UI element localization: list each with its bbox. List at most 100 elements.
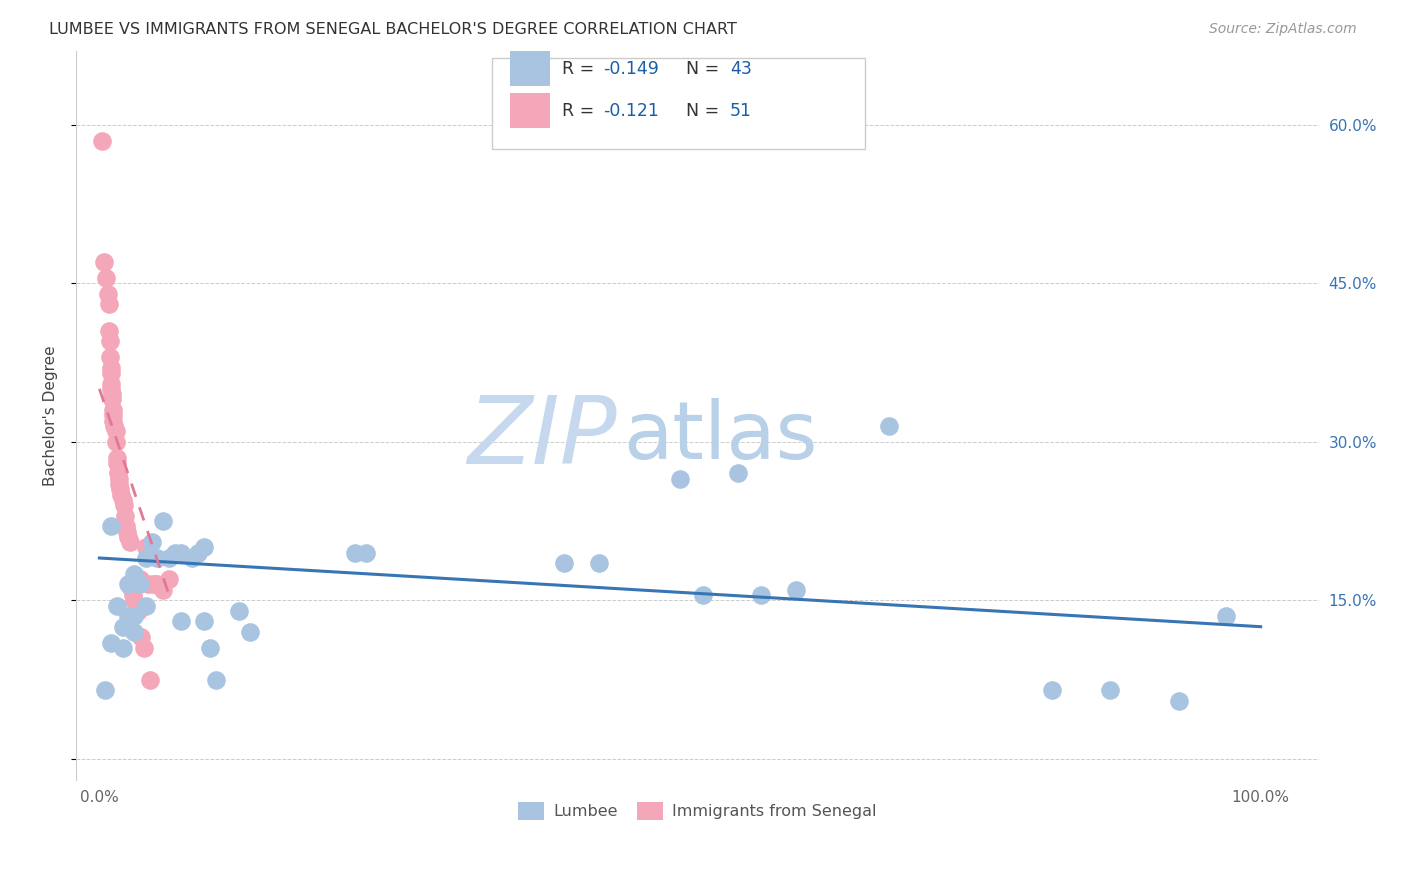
Point [117, 524, 139, 539]
Point [105, 599, 128, 613]
Point [129, 577, 152, 591]
Text: -0.121: -0.121 [603, 102, 659, 120]
Point [239, 625, 262, 640]
Point [105, 456, 128, 470]
FancyBboxPatch shape [510, 52, 550, 87]
Text: -0.149: -0.149 [603, 60, 659, 78]
Point [669, 472, 692, 486]
Point [193, 541, 215, 555]
Point [132, 640, 155, 655]
Point [103, 414, 125, 428]
Point [100, 376, 122, 391]
Point [100, 635, 122, 649]
Point [90, 134, 112, 148]
Point [122, 588, 145, 602]
Point [181, 551, 204, 566]
Point [100, 360, 122, 375]
Point [108, 477, 131, 491]
Text: 43: 43 [730, 60, 752, 78]
Point [129, 630, 152, 644]
Point [101, 387, 124, 401]
Point [1215, 609, 1237, 624]
Point [122, 566, 145, 581]
Point [111, 620, 134, 634]
Point [129, 572, 152, 586]
Point [122, 609, 145, 624]
Point [122, 625, 145, 640]
FancyBboxPatch shape [492, 58, 865, 149]
Point [110, 487, 132, 501]
Point [107, 467, 129, 481]
Point [98, 350, 121, 364]
Text: Source: ZipAtlas.com: Source: ZipAtlas.com [1209, 22, 1357, 37]
Point [112, 498, 135, 512]
Point [157, 572, 180, 586]
Point [125, 599, 148, 613]
Text: atlas: atlas [623, 398, 817, 476]
Point [228, 604, 250, 618]
Point [117, 530, 139, 544]
Text: R =: R = [562, 60, 600, 78]
Point [1098, 683, 1121, 698]
Point [100, 519, 122, 533]
Text: R =: R = [562, 102, 600, 120]
Point [98, 334, 121, 349]
Point [877, 418, 900, 433]
Point [114, 508, 136, 523]
Point [1040, 683, 1063, 698]
Point [105, 450, 128, 465]
Point [97, 324, 120, 338]
Point [204, 673, 226, 687]
Point [198, 640, 221, 655]
Point [1168, 694, 1191, 708]
Point [93, 255, 115, 269]
Point [146, 577, 169, 591]
Point [104, 434, 127, 449]
Point [692, 588, 714, 602]
Text: ZIP: ZIP [467, 392, 617, 483]
Point [111, 492, 134, 507]
Point [100, 382, 122, 396]
Text: LUMBEE VS IMMIGRANTS FROM SENEGAL BACHELOR'S DEGREE CORRELATION CHART: LUMBEE VS IMMIGRANTS FROM SENEGAL BACHEL… [49, 22, 737, 37]
Point [187, 546, 209, 560]
Point [121, 582, 143, 597]
Point [111, 640, 134, 655]
Point [193, 615, 215, 629]
Point [127, 604, 149, 618]
Point [94, 683, 117, 698]
Point [139, 673, 162, 687]
Point [117, 609, 139, 624]
Point [143, 577, 166, 591]
Point [163, 546, 186, 560]
Legend: Lumbee, Immigrants from Senegal: Lumbee, Immigrants from Senegal [512, 796, 883, 827]
Point [117, 577, 139, 591]
Point [104, 424, 127, 438]
Point [588, 556, 610, 570]
FancyBboxPatch shape [510, 94, 550, 128]
Point [122, 593, 145, 607]
Point [135, 599, 157, 613]
Point [785, 582, 807, 597]
Point [135, 541, 157, 555]
Point [356, 546, 378, 560]
Y-axis label: Bachelor's Degree: Bachelor's Degree [44, 345, 58, 485]
Text: N =: N = [686, 60, 725, 78]
Point [97, 297, 120, 311]
Point [146, 551, 169, 566]
Point [100, 366, 122, 380]
Point [170, 546, 193, 560]
Point [103, 403, 125, 417]
Point [136, 577, 159, 591]
Point [727, 467, 749, 481]
Point [749, 588, 772, 602]
Point [553, 556, 575, 570]
Point [101, 392, 124, 407]
Text: 51: 51 [730, 102, 752, 120]
Point [170, 615, 193, 629]
Point [118, 535, 141, 549]
Point [157, 551, 180, 566]
Point [152, 514, 174, 528]
Point [343, 546, 366, 560]
Point [152, 582, 174, 597]
Point [115, 519, 138, 533]
